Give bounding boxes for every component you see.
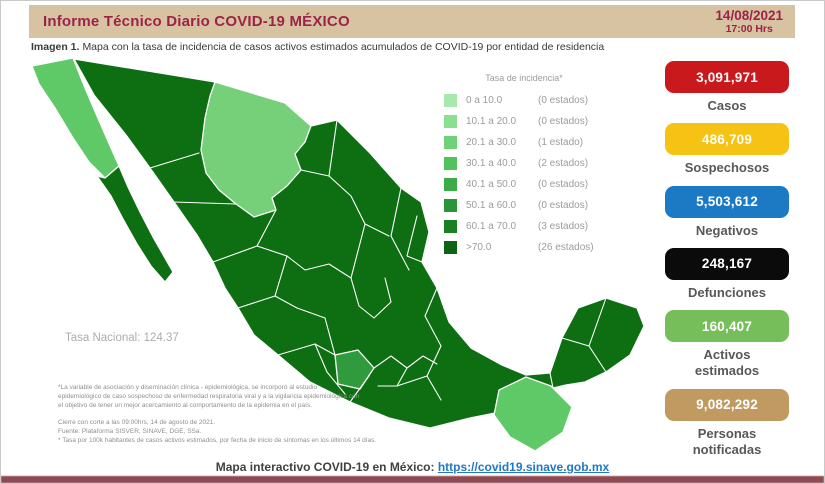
legend-row: 40.1 a 50.0 (0 estados): [444, 174, 594, 195]
notificadas-label: Personas notificadas: [692, 425, 762, 457]
legend-range: >70.0: [466, 242, 492, 253]
report-date: 14/08/2021: [715, 7, 783, 23]
legend-row: 20.1 a 30.0 (1 estado): [444, 132, 594, 153]
caption-text: Mapa con la tasa de incidencia de casos …: [82, 41, 605, 53]
legend-count: (0 estados): [538, 116, 589, 127]
legend-range: 20.1 a 30.0: [466, 137, 517, 148]
legend-range: 60.1 a 70.0: [466, 221, 517, 232]
state-chiapas: [493, 376, 573, 452]
legend-swatch: [444, 199, 457, 212]
casos-pill: 3,091,971: [665, 61, 789, 93]
footnote-cutoff: Cierre con corte a las 09:00hrs, 14 de a…: [58, 419, 216, 426]
footnote-variable: *La variable de asociación y diseminació…: [58, 384, 360, 409]
legend-count: (3 estados): [538, 221, 589, 232]
legend-row: 0 a 10.0 (0 estados): [444, 90, 594, 111]
page-title: Informe Técnico Diario COVID-19 MÉXICO: [43, 13, 350, 30]
legend-swatch: [444, 157, 457, 170]
notificadas-value: 9,082,292: [696, 397, 758, 412]
legend-row: 30.1 a 40.0 (2 estados): [444, 153, 594, 174]
legend-row: >70.0 (26 estados): [444, 237, 594, 258]
legend-row: 50.1 a 60.0 (0 estados): [444, 195, 594, 216]
casos-value: 3,091,971: [696, 69, 758, 85]
legend-swatch: [444, 115, 457, 128]
footnote-source: Cierre con corte a las 09:00hrs, 14 de a…: [58, 419, 376, 445]
mexico-choropleth-map: [31, 57, 644, 452]
defunciones-label: Defunciones: [687, 284, 766, 300]
legend-count: (26 estados): [538, 242, 594, 253]
legend-row: 60.1 a 70.0 (3 estados): [444, 216, 594, 237]
image-caption: Imagen 1. Mapa con la tasa de incidencia …: [31, 41, 604, 53]
report-datetime: 14/08/2021 17:00 Hrs: [715, 8, 783, 36]
legend-count: (0 estados): [538, 179, 589, 190]
state-baja-california-sur: [96, 165, 174, 283]
sospechosos-pill: 486,709: [665, 123, 789, 156]
defunciones-pill: 248,167: [665, 247, 789, 280]
defunciones-value: 248,167: [701, 256, 753, 272]
legend-range: 10.1 a 20.0: [466, 116, 517, 127]
bottom-bar: [1, 476, 824, 483]
negativos-pill: 5,503,612: [665, 185, 789, 218]
legend-title: Tasa de incidencia*: [485, 73, 563, 83]
legend-row: 10.1 a 20.0 (0 estados): [444, 111, 594, 132]
stats-column: 3,091,971 Casos 486,709 Sospechosos 5,50…: [653, 61, 801, 467]
national-rate: Tasa Nacional: 124.37: [65, 332, 179, 344]
legend-swatch: [444, 178, 457, 191]
caption-label: Imagen 1.: [31, 41, 80, 53]
incidence-legend: Tasa de incidencia* 0 a 10.0 (0 estados)…: [444, 73, 594, 258]
legend-count: (0 estados): [538, 95, 589, 106]
report-time: 17:00 Hrs: [725, 23, 773, 36]
legend-range: 50.1 a 60.0: [466, 200, 517, 211]
footer: Mapa interactivo COVID-19 en México: htt…: [1, 460, 824, 474]
legend-swatch: [444, 220, 457, 233]
header-band: Informe Técnico Diario COVID-19 MÉXICO 1…: [29, 5, 795, 38]
casos-label: Casos: [707, 98, 747, 113]
legend-range: 40.1 a 50.0: [466, 179, 517, 190]
footer-link[interactable]: https://covid19.sinave.gob.mx: [437, 460, 610, 474]
state-borders: [149, 119, 607, 403]
negativos-label: Negativos: [695, 222, 759, 238]
legend-swatch: [444, 241, 457, 254]
notificadas-pill: 9,082,292: [665, 388, 789, 421]
legend-swatch: [444, 136, 457, 149]
footnote-rate-def: * Tasa por 100k habitantes de casos acti…: [58, 436, 377, 444]
footnote-fuente: Fuente: Plataforma SISVER, SINAVE, DGE, …: [58, 427, 202, 435]
legend-count: (1 estado): [538, 137, 584, 148]
footer-text: Mapa interactivo COVID-19 en México:: [215, 460, 435, 474]
legend-range: 0 a 10.0: [466, 95, 503, 106]
activos-pill: 160,407: [665, 310, 789, 342]
activos-label: Activos estimados: [694, 347, 760, 379]
legend-swatch: [444, 94, 457, 107]
activos-value: 160,407: [701, 318, 753, 334]
legend-range: 30.1 a 40.0: [466, 158, 517, 169]
negativos-value: 5,503,612: [696, 194, 758, 209]
sospechosos-label: Sospechosos: [684, 160, 770, 176]
sospechosos-value: 486,709: [701, 131, 753, 147]
legend-count: (2 estados): [538, 158, 589, 169]
legend-count: (0 estados): [538, 200, 589, 211]
